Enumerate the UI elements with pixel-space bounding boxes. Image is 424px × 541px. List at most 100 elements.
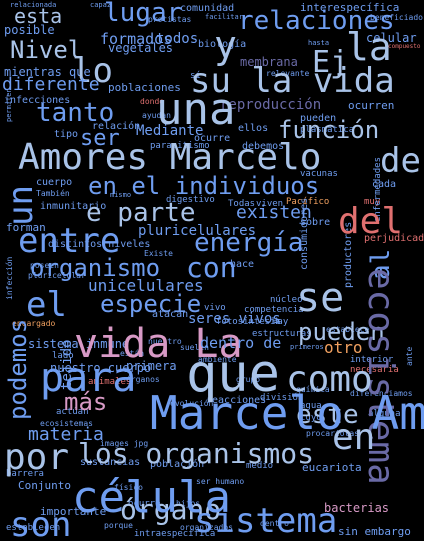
- cloud-word: ocurre: [128, 499, 161, 509]
- cloud-word: de: [380, 141, 421, 181]
- cloud-word: Ej: [312, 45, 349, 80]
- cloud-word: órgano: [120, 493, 222, 526]
- cloud-word: alguna: [368, 409, 401, 419]
- cloud-word: una: [156, 84, 236, 135]
- cloud-word: e parte: [86, 198, 196, 228]
- cloud-word: debemos: [242, 141, 285, 152]
- cloud-word: membrana: [240, 55, 298, 69]
- cloud-word: vivo: [204, 303, 226, 313]
- cloud-word: el: [26, 285, 67, 325]
- cloud-word: Mediante: [136, 123, 204, 139]
- cloud-word: Conjunto: [18, 479, 71, 492]
- cloud-word: química: [296, 385, 330, 394]
- cloud-word: Marcelo Amores: [150, 386, 424, 440]
- cloud-word: vida La: [74, 321, 243, 367]
- cloud-word: su la vida: [190, 61, 395, 101]
- cloud-word: núcleo: [270, 295, 303, 305]
- cloud-word: los organismos: [78, 437, 315, 470]
- cloud-word: especie: [100, 290, 202, 318]
- cloud-word: tipo: [54, 129, 79, 140]
- cloud-word: encargado: [12, 319, 56, 328]
- cloud-word: físico: [114, 483, 143, 492]
- cloud-word: más: [64, 388, 108, 416]
- cloud-word: biología: [198, 39, 247, 50]
- cloud-word: ayudan: [142, 111, 171, 120]
- cloud-word: intraespecífica: [134, 529, 216, 539]
- cloud-word: mismo: [110, 191, 132, 199]
- cloud-word: ecosistemas: [40, 419, 93, 428]
- cloud-word: para: [40, 355, 137, 401]
- cloud-word: Nivel: [10, 36, 83, 64]
- cloud-word: establecen: [6, 523, 61, 533]
- cloud-word: ser: [80, 126, 120, 151]
- cloud-word: importante: [40, 505, 107, 518]
- cloud-word: podemos: [4, 318, 32, 420]
- cloud-word: dentro de: [200, 334, 282, 352]
- cloud-word: establece: [326, 325, 370, 334]
- cloud-word: seres vivos: [188, 311, 281, 327]
- cloud-word: bacterias: [324, 501, 390, 515]
- cloud-word: unicelulares: [88, 276, 204, 295]
- cloud-word: actúan: [56, 407, 89, 417]
- cloud-word: ocurren: [348, 99, 395, 112]
- cloud-word: y: [214, 23, 237, 67]
- cloud-word: son: [10, 505, 72, 541]
- cloud-word: por: [4, 437, 70, 478]
- cloud-word: esta: [14, 4, 63, 28]
- cloud-word: facilitar: [205, 13, 243, 21]
- cloud-word: estructuras: [252, 329, 312, 339]
- cloud-word: órganos: [126, 375, 160, 384]
- cloud-word: También: [36, 189, 70, 198]
- cloud-word: distintos niveles: [48, 239, 151, 250]
- cloud-word: primeros: [290, 343, 324, 351]
- cloud-word: parasitismo: [150, 141, 210, 151]
- cloud-word: interior: [350, 355, 394, 365]
- cloud-word: muy: [364, 197, 381, 207]
- cloud-word: relacionada: [10, 1, 57, 9]
- cloud-word: población: [150, 459, 205, 470]
- cloud-word: Hay: [272, 317, 289, 327]
- cloud-word: pueden: [298, 318, 385, 346]
- cloud-word: relaciones: [238, 6, 395, 36]
- cloud-word: relevante: [266, 69, 310, 78]
- cloud-word: diferenciamos: [350, 389, 413, 398]
- cloud-word: suelen: [180, 343, 209, 352]
- cloud-word: nuestro cuerpo: [50, 361, 152, 375]
- cloud-word: necesaria: [350, 365, 399, 375]
- cloud-word: inmunitario: [40, 201, 107, 212]
- cloud-word: Pacífico: [286, 197, 330, 207]
- cloud-word: reacciones: [206, 395, 267, 406]
- cloud-word: perjudicado: [364, 233, 424, 244]
- cloud-word: atacan: [152, 309, 189, 320]
- cloud-word: reproducción: [220, 97, 322, 113]
- cloud-word: compuesto: [388, 43, 421, 50]
- cloud-word: digestivo: [166, 195, 215, 205]
- cloud-word: ser humano: [196, 477, 245, 486]
- cloud-word: del: [338, 201, 404, 242]
- cloud-word: animales: [88, 377, 132, 387]
- cloud-word: hasta: [308, 39, 330, 47]
- cloud-word: lo: [72, 51, 113, 91]
- cloud-word: sistema inmune: [28, 337, 130, 351]
- cloud-word: en: [332, 417, 376, 458]
- cloud-word: pueden: [300, 113, 337, 124]
- cloud-word: Todas: [228, 199, 256, 209]
- cloud-word: sí: [190, 71, 201, 81]
- cloud-word: forman: [6, 221, 46, 234]
- cloud-word: eucariota: [302, 461, 362, 474]
- cloud-word: mientras que: [4, 65, 91, 79]
- cloud-word: procariotas: [306, 429, 359, 438]
- cloud-word: interespecífica: [300, 1, 400, 14]
- cloud-word: capaz: [90, 1, 112, 9]
- cloud-word: otro: [324, 338, 363, 357]
- cloud-word: se: [296, 275, 345, 321]
- cloud-word: Amores Marcelo: [18, 137, 322, 178]
- cloud-word: cada: [372, 179, 397, 190]
- cloud-word: lugar: [104, 0, 183, 28]
- cloud-word: sobre: [300, 217, 331, 228]
- cloud-word: existen: [236, 202, 312, 223]
- cloud-word: vegetales: [108, 41, 174, 55]
- cloud-word: organizados: [180, 523, 233, 532]
- cloud-word: energía: [194, 228, 304, 258]
- cloud-word: división: [260, 393, 304, 403]
